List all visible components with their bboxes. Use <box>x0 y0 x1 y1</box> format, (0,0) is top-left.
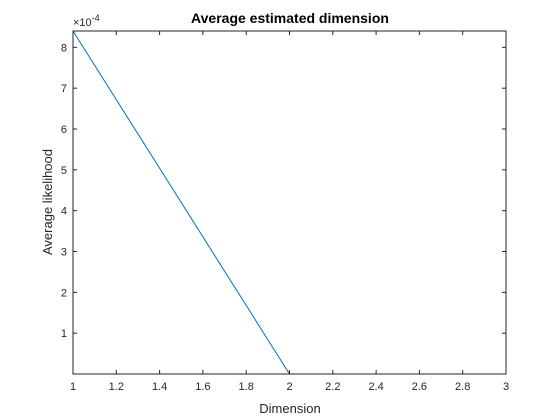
y-tick-label: 4 <box>61 206 67 218</box>
y-axis-ticks: 1 2 3 4 5 6 7 8 <box>61 42 506 340</box>
x-axis-label: Dimension <box>259 401 320 416</box>
y-axis-label: Average likelihood <box>40 149 55 255</box>
x-tick-label: 1.8 <box>239 381 254 393</box>
x-tick-label: 2.8 <box>455 381 470 393</box>
x-tick-label: 2.6 <box>412 381 427 393</box>
x-tick-label: 2 <box>286 381 292 393</box>
y-axis-multiplier-base: ×10 <box>73 17 92 29</box>
y-tick-label: 8 <box>61 42 67 54</box>
x-tick-label: 1.4 <box>152 381 167 393</box>
x-tick-label: 3 <box>503 381 509 393</box>
x-tick-label: 1 <box>70 381 76 393</box>
y-tick-label: 6 <box>61 124 67 136</box>
x-tick-label: 1.6 <box>195 381 210 393</box>
x-tick-label: 2.4 <box>368 381 383 393</box>
y-axis-multiplier: ×10-4 <box>73 13 100 29</box>
y-tick-label: 5 <box>61 165 67 177</box>
chart-title: Average estimated dimension <box>191 10 389 26</box>
y-tick-label: 3 <box>61 247 67 259</box>
x-tick-label: 1.2 <box>109 381 124 393</box>
x-axis-ticks: 1 1.2 1.4 1.6 1.8 2 2.2 2.4 2.6 2.8 3 <box>70 31 509 393</box>
y-axis-multiplier-exponent: -4 <box>92 13 100 23</box>
y-tick-label: 7 <box>61 83 67 95</box>
y-tick-label: 1 <box>61 328 67 340</box>
axes-background <box>73 31 506 374</box>
x-tick-label: 2.2 <box>325 381 340 393</box>
y-tick-label: 2 <box>61 287 67 299</box>
